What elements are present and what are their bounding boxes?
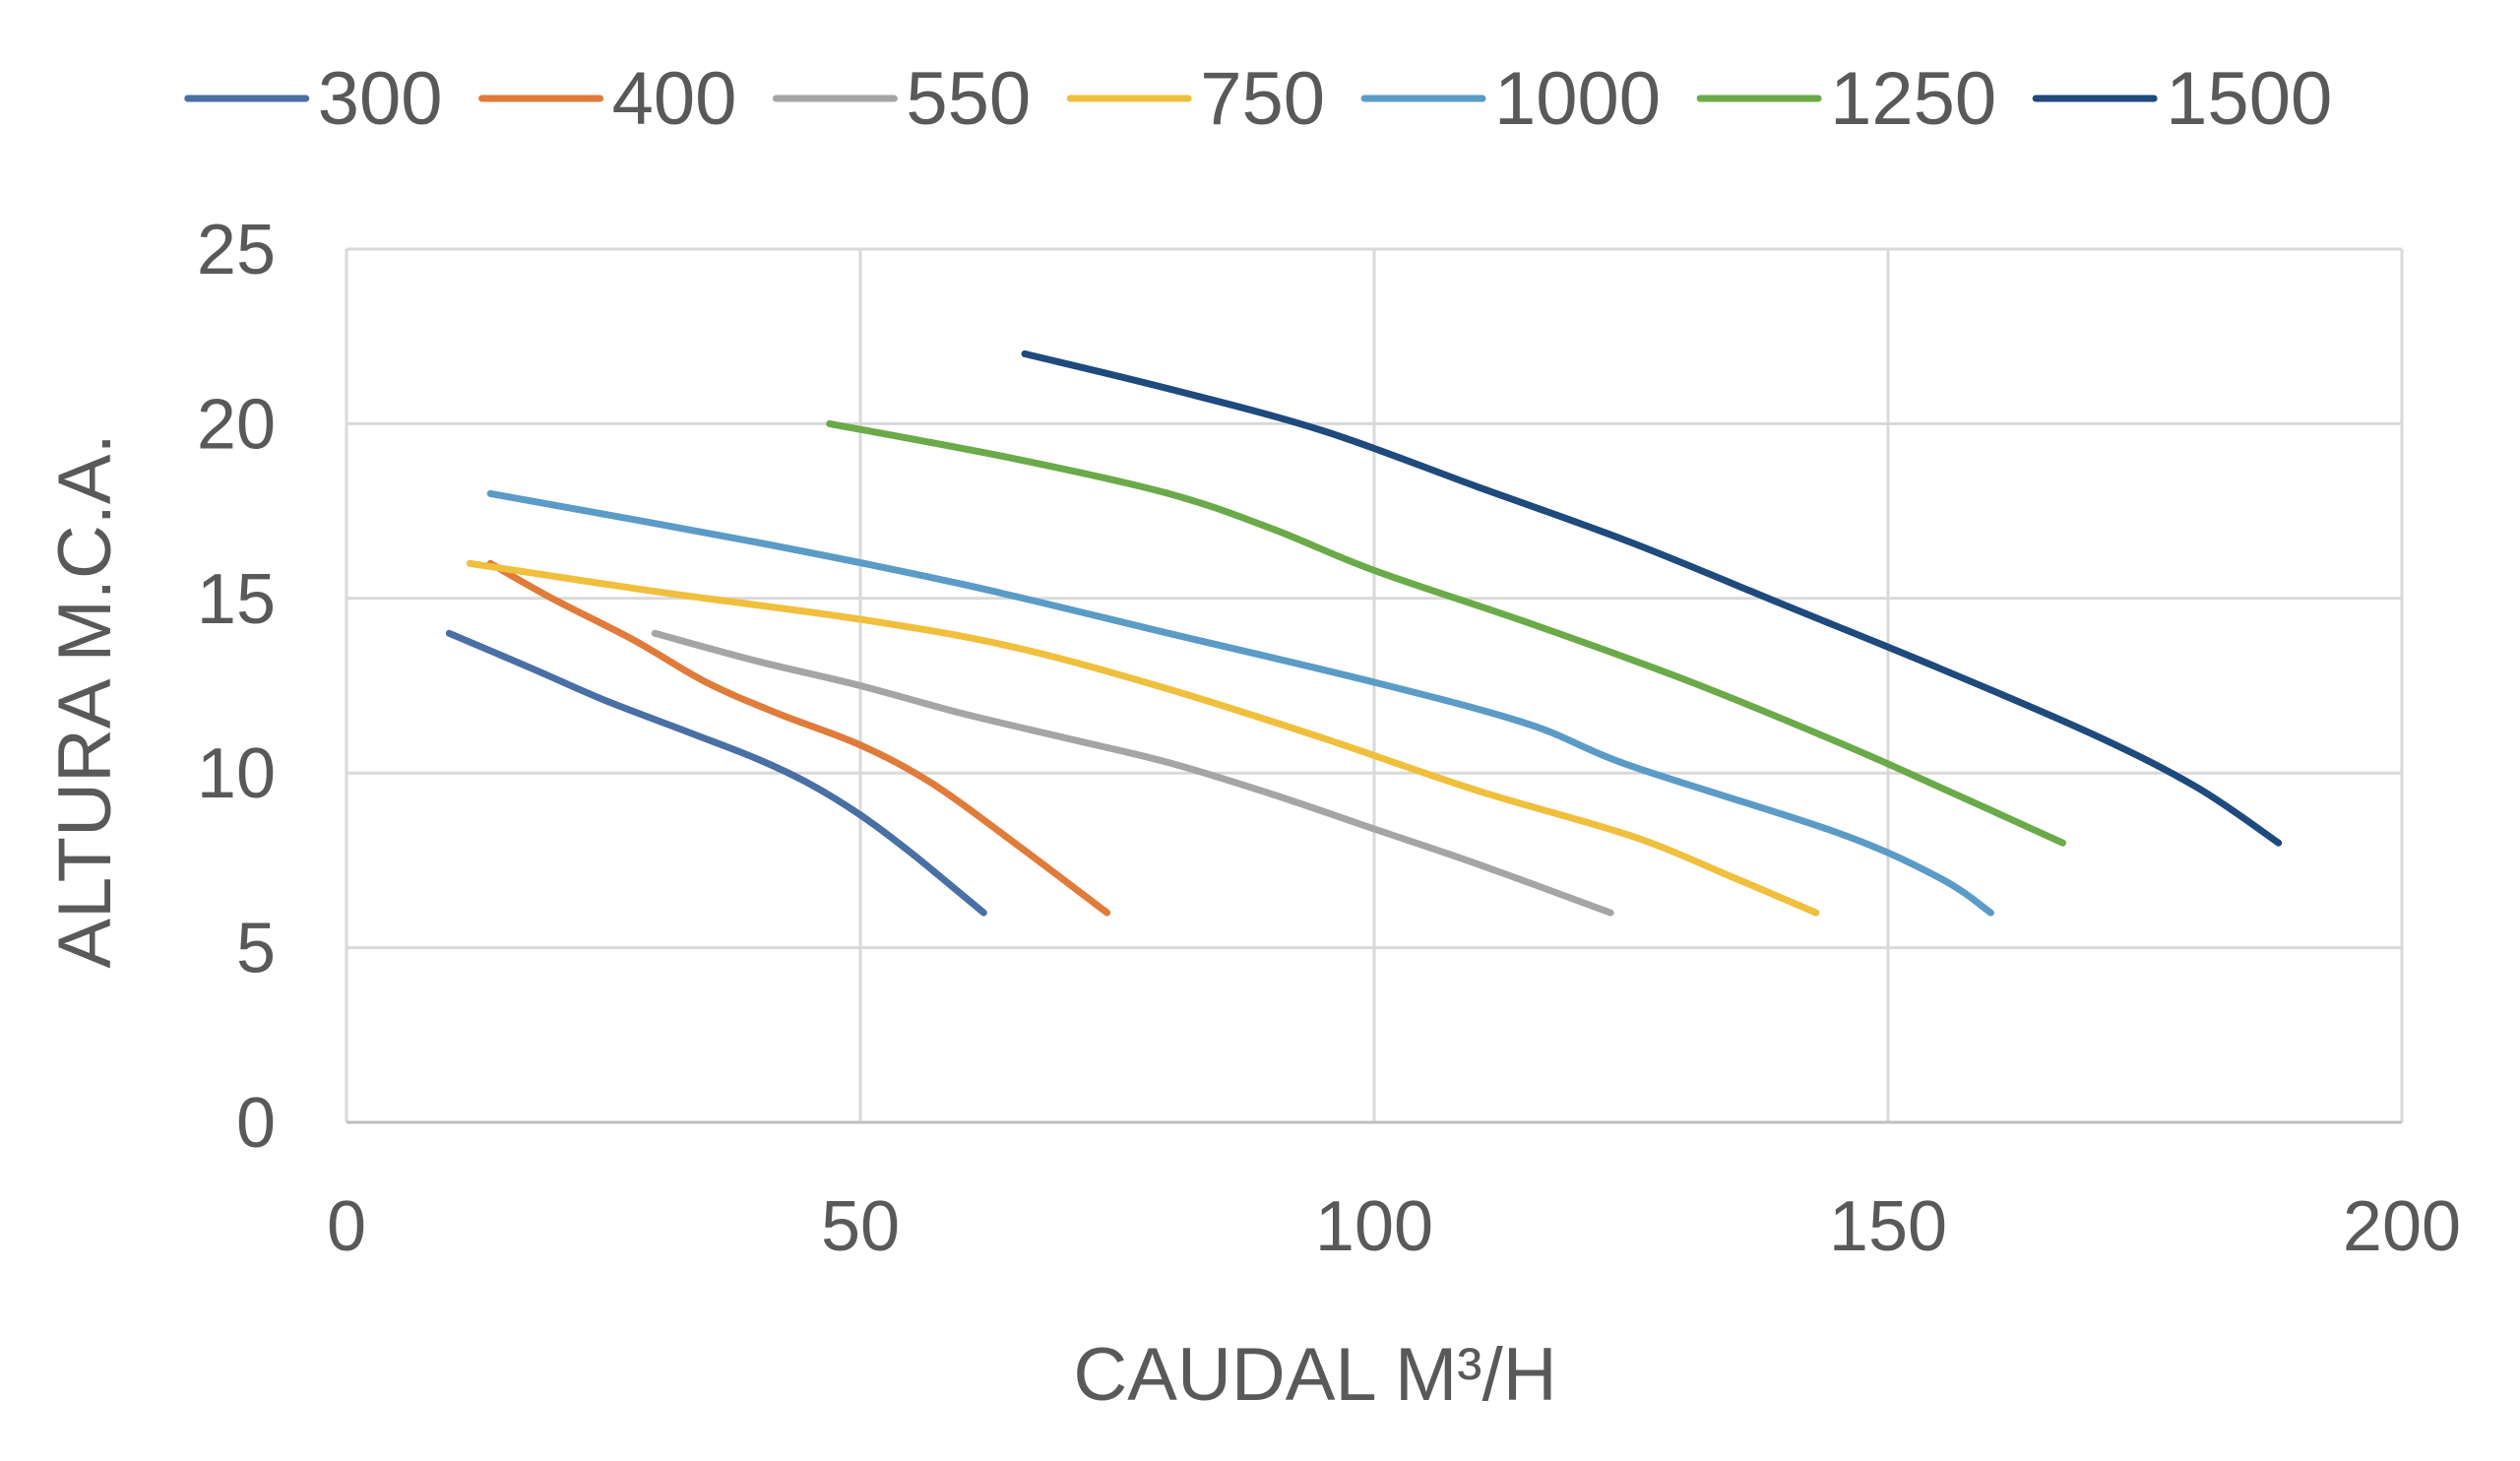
series-line-300	[445, 629, 987, 917]
series-line-750	[466, 559, 1820, 917]
y-tick-label: 25	[197, 211, 276, 289]
y-tick-label: 20	[197, 385, 276, 464]
series-line-550	[651, 629, 1614, 917]
y-tick-label: 15	[197, 560, 276, 639]
x-axis-ticks: 0 50 100 150 200	[327, 1187, 2461, 1266]
legend-label-400: 400	[612, 57, 737, 141]
x-tick-label: 100	[1315, 1187, 1433, 1266]
series-line-1500	[1021, 349, 2283, 847]
legend-label-550: 550	[906, 57, 1031, 141]
series-group	[445, 349, 2283, 917]
series-line-1000	[486, 489, 1994, 917]
legend-label-1500: 1500	[2166, 57, 2332, 141]
x-tick-label: 150	[1829, 1187, 1947, 1266]
plot-border	[345, 249, 2402, 1124]
y-tick-label: 10	[197, 734, 276, 813]
legend-label-750: 750	[1200, 57, 1325, 141]
legend-label-300: 300	[318, 57, 443, 141]
y-axis-ticks: 0 5 10 15 20 25	[197, 211, 276, 1163]
y-axis-title: ALTURA M.C.A.	[43, 433, 127, 968]
legend-label-1250: 1250	[1830, 57, 1996, 141]
x-tick-label: 50	[821, 1187, 900, 1266]
x-tick-label: 200	[2343, 1187, 2461, 1266]
legend-label-1000: 1000	[1494, 57, 1661, 141]
x-tick-label: 0	[327, 1187, 366, 1266]
legend: 300 400 550 750 1000 1250 1500	[184, 57, 2332, 141]
x-axis-title: CAUDAL M³/H	[1073, 1333, 1556, 1417]
y-tick-label: 0	[236, 1084, 276, 1163]
y-tick-label: 5	[236, 910, 276, 988]
series-line-400	[486, 559, 1111, 917]
series-line-1250	[826, 419, 2066, 847]
